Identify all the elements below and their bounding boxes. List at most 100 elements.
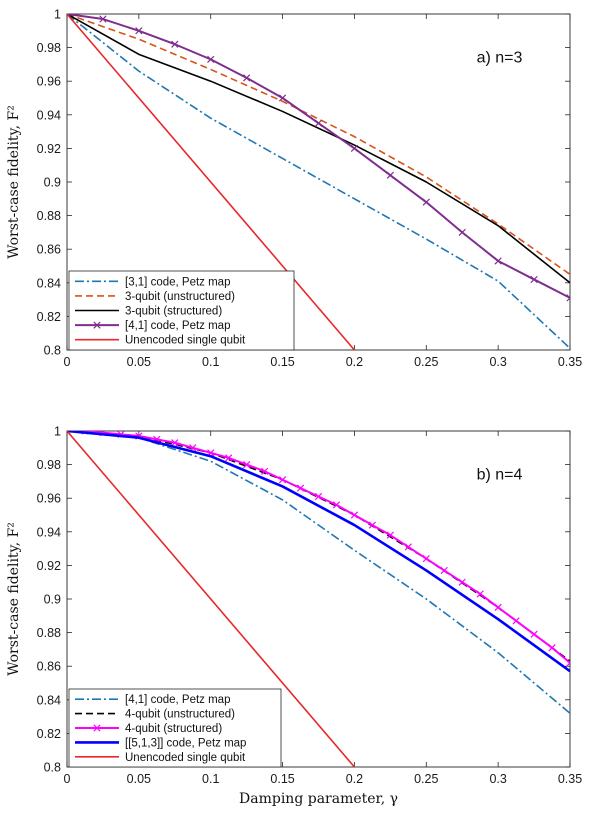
x-tick-label: 0.15 bbox=[270, 772, 294, 786]
legend-label: [3,1] code, Petz map bbox=[125, 276, 230, 288]
x-tick-label: 0.15 bbox=[270, 355, 294, 369]
series-line-5 bbox=[67, 431, 356, 767]
y-tick-label: 0.94 bbox=[37, 108, 61, 122]
data-point-marker bbox=[171, 439, 179, 447]
y-tick-label: 0.8 bbox=[44, 761, 61, 775]
data-point-marker bbox=[566, 659, 570, 667]
x-tick-label: 0.1 bbox=[202, 355, 219, 369]
x-tick-label: 0 bbox=[64, 355, 71, 369]
legend: [4,1] code, Petz map 4-qubit (unstructure… bbox=[68, 688, 282, 768]
data-point-marker bbox=[494, 603, 502, 612]
data-point-marker bbox=[566, 294, 570, 302]
legend-label: [4,1] code, Petz map bbox=[125, 320, 230, 332]
data-point-marker bbox=[171, 40, 179, 48]
y-tick-label: 0.86 bbox=[37, 660, 61, 674]
data-point-marker bbox=[296, 484, 305, 492]
data-point-marker bbox=[278, 476, 287, 484]
legend-label: 3-qubit (unstructured) bbox=[125, 291, 235, 303]
chart-panel-2: 0 0.05 0.1 0.15 0.2 0.25 0.3 0.35 0.8 0.82 0.84 0.8… bbox=[6, 425, 582, 808]
legend-marker bbox=[93, 321, 101, 329]
y-tick-label: 0.98 bbox=[37, 458, 61, 472]
legend-label: Unencoded single qubit bbox=[125, 752, 246, 764]
y-axis-label: Worst-case fidelity, F² bbox=[6, 522, 22, 676]
legend-label: 4-qubit (structured) bbox=[125, 723, 222, 735]
legend-label: [4,1] code, Petz map bbox=[125, 694, 230, 706]
y-tick-label: 0.82 bbox=[37, 310, 61, 324]
y-tick-label: 0.9 bbox=[44, 176, 61, 190]
x-axis-label: Damping parameter, γ bbox=[239, 791, 398, 807]
legend: [3,1] code, Petz map 3-qubit (unstructure… bbox=[68, 270, 295, 351]
y-tick-label: 0.84 bbox=[37, 276, 61, 290]
y-tick-label: 0.98 bbox=[37, 41, 61, 55]
data-point-marker bbox=[422, 198, 430, 206]
y-tick-label: 0.86 bbox=[37, 243, 61, 257]
y-tick-label: 0.9 bbox=[44, 593, 61, 607]
data-point-marker bbox=[404, 543, 412, 551]
chart-panel-1: 0 0.05 0.1 0.15 0.2 0.25 0.3 0.35 0.8 0.82 0.84 0.8… bbox=[6, 8, 582, 370]
series-line-1 bbox=[67, 431, 570, 714]
series-line-5 bbox=[67, 14, 356, 350]
x-tick-label: 0.05 bbox=[127, 355, 151, 369]
data-point-marker bbox=[530, 630, 538, 638]
data-point-marker bbox=[512, 617, 520, 625]
data-point-marker bbox=[314, 119, 323, 127]
y-axis-label: Worst-case fidelity, F² bbox=[6, 105, 22, 259]
data-point-marker bbox=[458, 228, 466, 237]
x-tick-label: 0.2 bbox=[346, 355, 363, 369]
series-line-1 bbox=[67, 14, 570, 349]
data-point-marker bbox=[225, 454, 233, 462]
x-tick-label: 0.3 bbox=[489, 355, 506, 369]
y-tick-label: 0.84 bbox=[37, 693, 61, 707]
data-point-marker bbox=[350, 511, 359, 519]
x-tick-label: 0.1 bbox=[202, 772, 219, 786]
series-line-3 bbox=[67, 14, 570, 284]
x-tick-label: 0 bbox=[64, 772, 71, 786]
data-point-marker bbox=[458, 578, 466, 586]
y-tick-label: 1 bbox=[54, 425, 61, 439]
y-tick-label: 0.92 bbox=[37, 142, 61, 156]
y-tick-label: 0.82 bbox=[37, 727, 61, 741]
x-tick-label: 0.25 bbox=[414, 772, 438, 786]
series-group bbox=[67, 14, 570, 350]
series-line-2 bbox=[67, 14, 570, 276]
x-tick-label: 0.3 bbox=[489, 772, 506, 786]
x-tick-label: 0.05 bbox=[127, 772, 151, 786]
y-tick-label: 0.96 bbox=[37, 75, 61, 89]
y-tick-label: 0.8 bbox=[44, 344, 61, 358]
data-point-marker bbox=[440, 566, 448, 575]
series-line-4 bbox=[67, 431, 570, 673]
data-point-marker bbox=[386, 171, 394, 179]
data-point-marker bbox=[476, 590, 484, 598]
data-point-marker bbox=[368, 521, 377, 529]
data-point-marker bbox=[207, 55, 215, 63]
data-point-marker bbox=[314, 492, 323, 501]
legend-label: 3-qubit (structured) bbox=[125, 306, 222, 318]
data-point-marker bbox=[243, 460, 251, 469]
data-point-marker bbox=[260, 467, 269, 475]
y-tick-label: 0.92 bbox=[37, 559, 61, 573]
data-point-marker bbox=[548, 644, 556, 652]
panel-annotation: a) n=3 bbox=[477, 50, 523, 67]
series-group bbox=[67, 431, 570, 767]
data-point-marker bbox=[243, 74, 251, 82]
data-point-marker bbox=[494, 257, 502, 265]
data-point-marker bbox=[422, 555, 430, 563]
legend-label: 4-qubit (unstructured) bbox=[125, 709, 235, 721]
x-tick-label: 0.35 bbox=[558, 772, 582, 786]
x-tick-label: 0.2 bbox=[346, 772, 363, 786]
y-tick-label: 0.88 bbox=[37, 626, 61, 640]
legend-label: [[5,1,3]] code, Petz map bbox=[125, 737, 246, 749]
x-tick-label: 0.35 bbox=[558, 355, 582, 369]
y-tick-label: 0.96 bbox=[37, 492, 61, 506]
data-point-marker bbox=[99, 15, 107, 23]
data-point-marker bbox=[350, 144, 359, 153]
panel-annotation: b) n=4 bbox=[477, 467, 523, 484]
x-tick-label: 0.25 bbox=[414, 355, 438, 369]
data-point-marker bbox=[530, 275, 538, 284]
legend-marker bbox=[93, 724, 101, 732]
legend-label: Unencoded single qubit bbox=[125, 335, 246, 347]
data-point-marker bbox=[278, 94, 287, 102]
y-tick-label: 0.88 bbox=[37, 209, 61, 223]
data-point-marker bbox=[332, 501, 341, 509]
